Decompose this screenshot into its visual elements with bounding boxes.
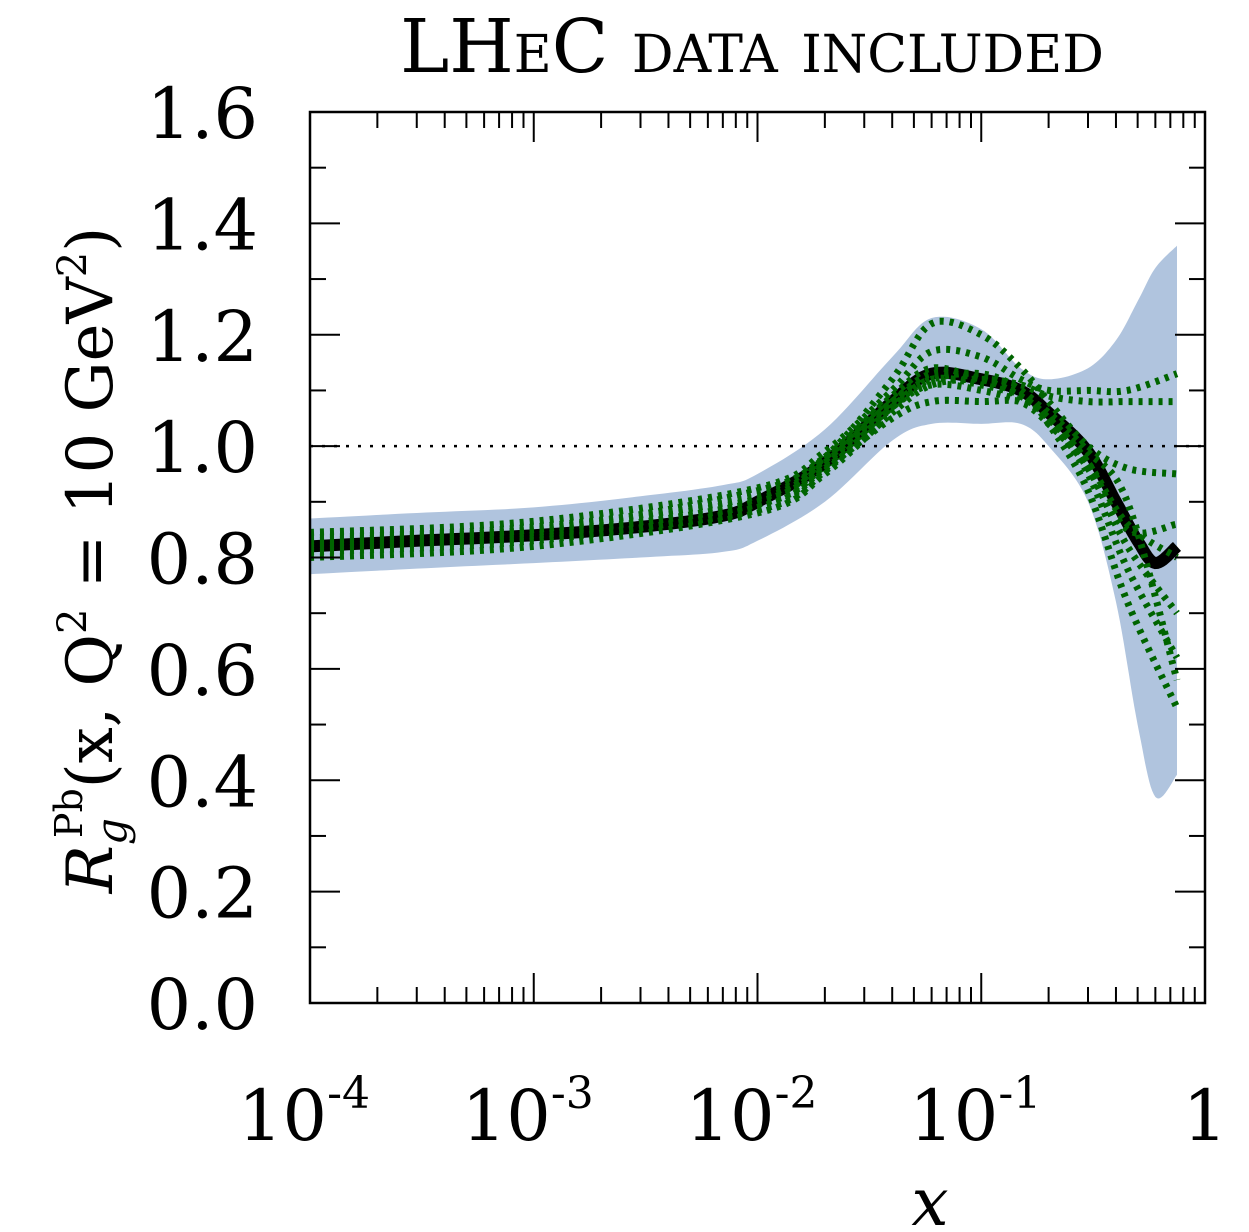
x-tick-labels: 10-4 10-3 10-2 10-1 1	[238, 1068, 1227, 1157]
y-tick-label: 1.0	[147, 407, 258, 489]
chart-title: LHeC data included	[400, 4, 1104, 90]
y-tick-label: 1.6	[147, 73, 258, 155]
y-tick-label: 1.2	[147, 296, 258, 378]
uncertainty-band-layer	[310, 245, 1177, 799]
x-tick-label: 10-1	[909, 1068, 1041, 1157]
y-tick-label: 0.6	[147, 630, 258, 712]
y-tick-label: 0.8	[147, 519, 258, 601]
y-tick-label: 1.4	[147, 184, 258, 266]
x-tick-label: 10-4	[238, 1068, 370, 1157]
y-tick-labels: 0.0 0.2 0.4 0.6 0.8 1.0 1.2 1.4 1.6	[147, 73, 258, 1046]
x-tick-label: 10-2	[686, 1068, 818, 1157]
x-axis-label: x	[911, 1164, 948, 1232]
replica-curve-8	[309, 380, 1180, 616]
x-tick-label: 10-3	[462, 1068, 594, 1157]
series-layer	[309, 317, 1182, 710]
uncertainty-band	[310, 245, 1177, 799]
tick-marks	[309, 111, 1205, 1004]
x-tick-label: 1	[1183, 1075, 1228, 1157]
y-tick-label: 0.4	[147, 741, 258, 823]
y-axis-label: RgPb(x, Q2 = 10 GeV2)	[47, 227, 136, 894]
replica-curve-9	[309, 374, 1181, 681]
plot-area	[308, 110, 1207, 1005]
y-tick-label: 0.2	[147, 853, 258, 935]
replica-curve-7	[309, 368, 1178, 545]
y-tick-label: 0.0	[147, 964, 258, 1046]
